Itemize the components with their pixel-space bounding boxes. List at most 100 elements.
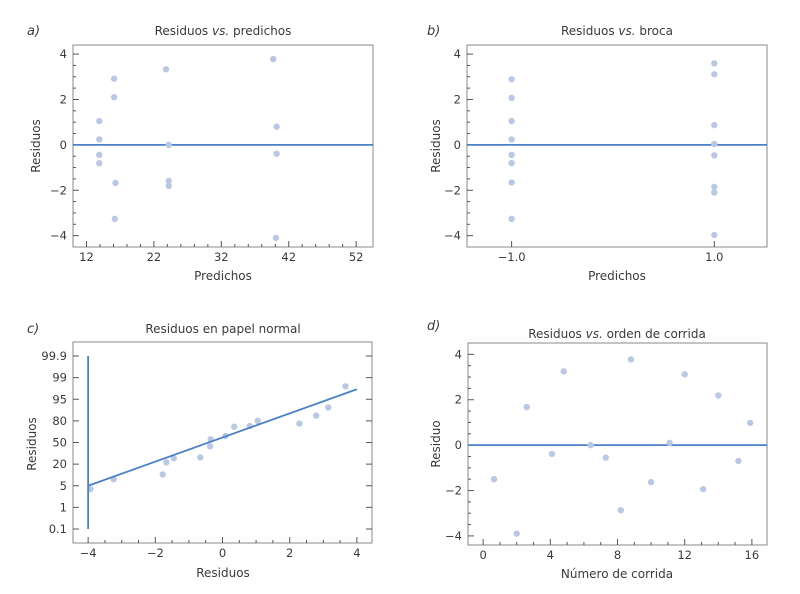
normal-fit-line xyxy=(87,388,358,487)
x-tick-label: 8 xyxy=(614,548,621,562)
y-tick-label: 4 xyxy=(60,47,67,61)
data-point xyxy=(165,177,172,185)
x-tick-label: 2 xyxy=(286,546,293,560)
data-point xyxy=(110,75,118,82)
x-tick-label: −4 xyxy=(80,546,97,560)
x-tick-label: 4 xyxy=(353,546,360,560)
y-tick-label: −2 xyxy=(445,484,462,498)
y-axis-label: Residuo xyxy=(429,420,443,467)
data-point xyxy=(197,454,204,461)
data-point xyxy=(711,189,718,196)
data-point xyxy=(170,455,177,462)
data-point xyxy=(159,471,166,478)
y-tick-label: 50 xyxy=(52,436,67,450)
y-tick-label: 0 xyxy=(455,438,462,452)
y-tick-label: −2 xyxy=(50,183,67,197)
y-tick-label: 4 xyxy=(455,347,462,361)
panel-tag: d) xyxy=(427,319,440,334)
data-point xyxy=(342,383,349,390)
x-tick-label: 0 xyxy=(479,548,486,562)
data-point xyxy=(513,530,520,537)
data-point xyxy=(96,136,103,143)
data-point xyxy=(165,141,172,149)
data-point xyxy=(560,368,567,375)
data-point xyxy=(666,439,673,447)
y-tick-label: 1 xyxy=(60,500,67,514)
data-point xyxy=(96,117,103,125)
plot-frame xyxy=(72,341,373,544)
x-axis-label: Número de corrida xyxy=(561,567,673,581)
x-tick-label: 52 xyxy=(349,250,364,264)
data-point xyxy=(206,443,214,450)
x-tick-label: 12 xyxy=(79,250,94,264)
data-point xyxy=(508,179,515,186)
data-point xyxy=(508,76,515,83)
data-point xyxy=(163,459,170,466)
x-tick-label: 16 xyxy=(745,548,760,562)
y-tick-label: 99 xyxy=(52,371,67,385)
data-point xyxy=(254,417,261,425)
panel-tag: b) xyxy=(427,24,440,39)
data-point xyxy=(325,404,332,411)
panel-residuals-vs-run-order: d) Residuos vs. orden de corrida Número … xyxy=(427,319,768,581)
data-point xyxy=(747,419,754,427)
data-point xyxy=(627,356,635,363)
data-point xyxy=(508,136,515,143)
y-tick-label: 2 xyxy=(455,393,462,407)
x-tick-label: −2 xyxy=(147,546,164,560)
panel-residuals-vs-drill: b) Residuos vs. broca Predichos Residuos… xyxy=(427,24,768,283)
y-tick-label: 5 xyxy=(60,479,67,493)
data-point xyxy=(711,183,718,191)
data-point xyxy=(273,123,280,130)
plot-area: −1.0 1.0 −4 −2 0 2 4 xyxy=(444,44,768,264)
data-point xyxy=(715,392,722,399)
data-point xyxy=(711,231,718,239)
data-point xyxy=(735,457,742,465)
data-point xyxy=(681,371,688,378)
x-tick-label: 0 xyxy=(219,546,226,560)
y-axis-label: Residuos xyxy=(25,417,39,471)
plot-frame xyxy=(466,44,768,248)
data-point xyxy=(165,182,172,190)
y-axis-label: Residuos xyxy=(429,119,443,173)
data-point xyxy=(313,412,320,419)
x-tick-label: 32 xyxy=(214,250,229,264)
data-point xyxy=(548,450,556,458)
data-point xyxy=(711,60,718,67)
data-point xyxy=(711,140,718,148)
data-point xyxy=(270,55,277,63)
y-tick-label: 80 xyxy=(52,414,67,428)
chart-title: Residuos vs. broca xyxy=(561,24,673,38)
panel-tag: a) xyxy=(27,24,40,39)
data-point xyxy=(508,159,515,167)
data-point xyxy=(96,160,103,167)
chart-title: Residuos en papel normal xyxy=(145,322,300,336)
x-tick-label: 4 xyxy=(547,548,554,562)
y-tick-label: 20 xyxy=(52,457,67,471)
data-point xyxy=(711,71,718,78)
y-tick-label: 95 xyxy=(52,392,67,406)
y-tick-label: −4 xyxy=(50,229,67,243)
data-point xyxy=(273,150,280,157)
y-axis-label: Residuos xyxy=(29,119,43,173)
data-point xyxy=(587,441,594,449)
x-axis-label: Residuos xyxy=(196,566,250,580)
data-point xyxy=(508,215,515,223)
x-tick-label: 42 xyxy=(281,250,296,264)
data-point xyxy=(111,215,118,223)
y-tick-label: −4 xyxy=(444,229,461,243)
data-point xyxy=(231,423,238,430)
data-point xyxy=(508,151,515,159)
data-point xyxy=(508,117,515,125)
data-point xyxy=(296,420,303,427)
data-point xyxy=(711,152,718,159)
data-point xyxy=(112,179,119,187)
data-point xyxy=(272,234,280,242)
y-tick-label: 0 xyxy=(454,138,461,152)
data-point xyxy=(711,121,718,129)
y-tick-label: −2 xyxy=(444,183,461,197)
x-axis-label: Predichos xyxy=(588,269,646,283)
data-point xyxy=(602,454,609,461)
x-axis-label: Predichos xyxy=(194,269,252,283)
x-tick-label: 1.0 xyxy=(705,250,723,264)
